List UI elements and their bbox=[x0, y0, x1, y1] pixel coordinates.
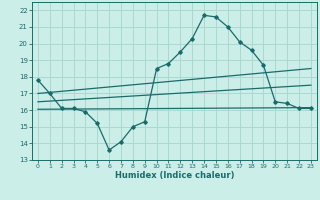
X-axis label: Humidex (Indice chaleur): Humidex (Indice chaleur) bbox=[115, 171, 234, 180]
